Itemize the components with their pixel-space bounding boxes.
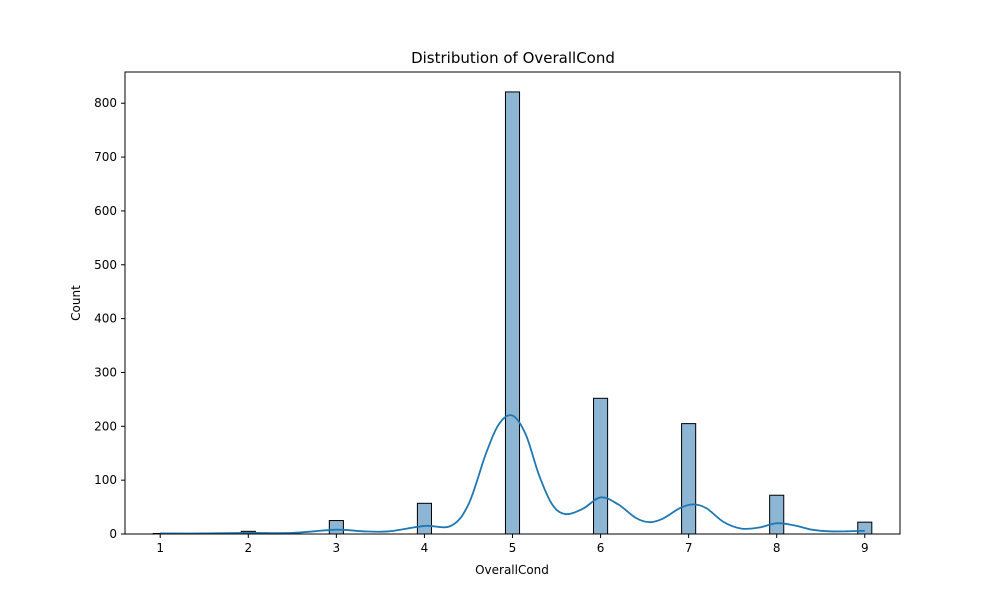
x-tick-label-4: 4 [421, 541, 429, 555]
x-tick-label-6: 6 [597, 541, 605, 555]
chart-title: Distribution of OverallCond [411, 49, 615, 67]
kde-layer [160, 414, 865, 535]
kde-line [160, 414, 865, 535]
x-tick-label-2: 2 [244, 541, 252, 555]
axes-layer: 1 2 3 4 5 6 7 8 9 0 100 200 300 400 500 600 700 800 [94, 96, 868, 555]
x-tick-label-7: 7 [685, 541, 693, 555]
y-tick-label-400: 400 [94, 312, 117, 326]
histogram-bar-5 [504, 91, 521, 535]
histogram-bar-6 [593, 397, 609, 535]
y-tick-label-200: 200 [94, 419, 117, 433]
histogram-bar-7 [681, 423, 697, 535]
y-tick-label-0: 0 [109, 527, 117, 541]
x-tick-label-5: 5 [509, 541, 517, 555]
y-tick-label-800: 800 [94, 96, 117, 110]
histogram-bar-8 [769, 494, 785, 535]
plot-frame [124, 71, 901, 535]
histogram-bar-4 [416, 502, 432, 535]
histogram-bar-3 [328, 520, 344, 535]
y-tick-label-700: 700 [94, 150, 117, 164]
x-tick-label-9: 9 [861, 541, 869, 555]
y-tick-label-600: 600 [94, 204, 117, 218]
x-axis-label: OverallCond [475, 563, 549, 577]
y-tick-label-100: 100 [94, 473, 117, 487]
bars-layer [152, 91, 873, 535]
x-tick-label-8: 8 [773, 541, 781, 555]
x-tick-label-3: 3 [333, 541, 341, 555]
y-tick-label-300: 300 [94, 365, 117, 379]
y-axis-label: Count [69, 285, 83, 321]
histogram-bar-9 [857, 521, 873, 535]
x-tick-label-1: 1 [156, 541, 164, 555]
y-tick-label-500: 500 [94, 258, 117, 272]
